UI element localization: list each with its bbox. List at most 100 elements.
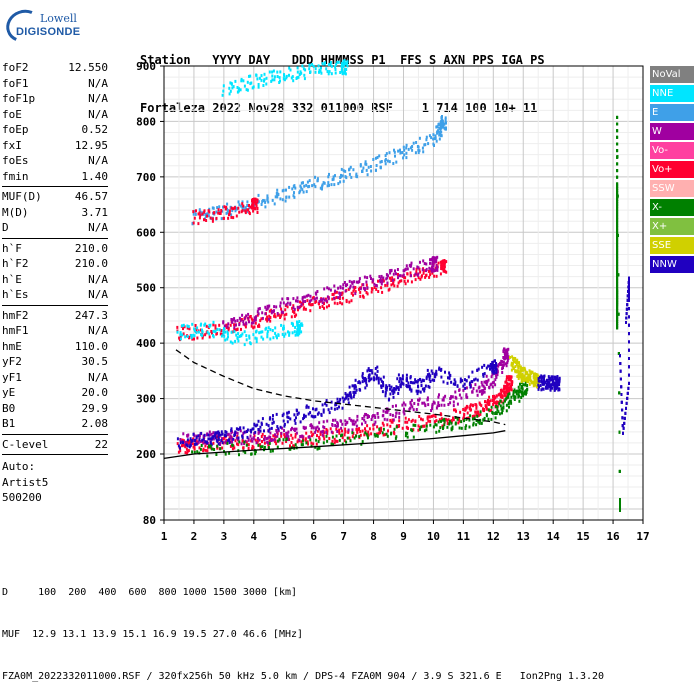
- data-point-x-trace: [477, 420, 480, 424]
- data-point-x-trace: [473, 416, 476, 420]
- data-point-second-hop: [317, 301, 320, 305]
- data-point-second-hop-w: [319, 298, 322, 302]
- data-point-o-trace-w: [336, 424, 339, 428]
- data-point-o-trace-nnw: [283, 424, 286, 428]
- data-point-o-trace-w: [225, 441, 228, 445]
- data-point-second-hop-w: [346, 283, 349, 287]
- data-point-vertical-16b: [623, 416, 626, 420]
- data-point-third-hop-r: [235, 214, 238, 218]
- data-point-o-trace-low: [187, 441, 190, 445]
- data-point-o-trace-nnw: [422, 379, 425, 383]
- data-point-o-trace-low: [434, 415, 437, 419]
- data-point-second-hop-w: [348, 286, 351, 290]
- param-key: M(D): [2, 205, 29, 219]
- data-point-third-hop-r: [217, 211, 220, 215]
- data-point-cusp-yellow: [512, 358, 515, 361]
- data-point-x-trace: [309, 438, 312, 442]
- data-point-o-trace-w: [500, 359, 503, 363]
- data-point-cusp-tail: [558, 376, 561, 380]
- data-point-third-hop-r: [209, 216, 212, 220]
- data-point-x-trace: [520, 386, 523, 389]
- data-point-o-trace-low: [304, 437, 307, 441]
- data-point-o-trace-low: [242, 446, 245, 450]
- data-point-x-trace: [200, 444, 203, 447]
- data-point-third-hop: [443, 122, 446, 126]
- data-point-o-trace-nnw: [330, 400, 333, 404]
- data-point-cusp-tail: [542, 382, 545, 386]
- data-point-o-trace-low: [505, 379, 508, 383]
- data-point-vertical-16b: [628, 323, 630, 327]
- data-point-x-trace: [224, 452, 227, 456]
- data-point-o-trace-low: [467, 416, 470, 420]
- data-point-second-hop: [390, 283, 393, 287]
- data-point-o-trace-nnw: [336, 407, 339, 411]
- data-point-o-trace-low: [367, 430, 370, 434]
- data-point-x-trace: [510, 395, 513, 399]
- data-point-o-trace-nnw: [416, 390, 419, 394]
- data-point-third-hop-r: [223, 205, 226, 209]
- data-point-fourth-hop: [339, 71, 342, 74]
- data-point-second-hop-c: [280, 323, 283, 327]
- data-point-second-hop: [428, 269, 431, 273]
- data-point-x-trace: [442, 425, 445, 429]
- data-point-second-hop-c: [287, 330, 289, 334]
- data-point-second-hop: [283, 317, 286, 321]
- data-point-third-hop: [342, 169, 345, 173]
- data-point-o-trace-nnw: [494, 359, 496, 363]
- data-point-second-hop-w: [253, 316, 256, 320]
- data-point-vertical-16: [616, 215, 619, 219]
- data-point-o-trace-low: [231, 447, 234, 451]
- data-point-o-trace-w: [271, 438, 274, 442]
- data-point-vertical-16b: [619, 369, 622, 373]
- data-point-second-hop: [273, 313, 276, 316]
- data-point-fourth-hop: [344, 61, 347, 65]
- data-point-second-hop-c: [274, 331, 277, 335]
- data-point-o-trace-low: [452, 416, 454, 420]
- data-point-o-trace-w: [501, 363, 503, 367]
- data-point-vertical-16b: [621, 416, 624, 420]
- data-point-o-trace-nnw: [307, 405, 310, 409]
- data-point-x-trace: [243, 440, 246, 444]
- data-point-third-hop-r: [252, 206, 255, 210]
- data-point-x-trace: [487, 408, 490, 412]
- data-point-o-trace-low: [497, 393, 500, 397]
- data-point-third-hop: [332, 177, 335, 181]
- data-point-second-hop: [377, 290, 380, 293]
- data-point-o-trace-w: [480, 389, 483, 393]
- data-point-second-hop-w: [364, 287, 367, 291]
- data-point-x-trace: [507, 393, 510, 397]
- data-point-fourth-hop: [240, 77, 243, 81]
- x-tick-label: 3: [221, 530, 228, 543]
- data-point-o-trace-nnw: [335, 403, 338, 407]
- data-point-o-trace-w: [340, 426, 343, 430]
- data-point-vertical-16: [616, 240, 619, 244]
- data-point-o-trace-w: [316, 425, 319, 429]
- data-point-o-trace-w: [465, 386, 468, 390]
- data-point-vertical-16: [616, 200, 619, 204]
- data-point-second-hop-w: [334, 289, 337, 293]
- data-point-vertical-16: [616, 302, 619, 306]
- data-point-second-hop: [386, 283, 389, 287]
- data-point-o-trace-nnw: [495, 371, 498, 374]
- data-point-o-trace-nnw: [307, 412, 310, 416]
- data-point-second-hop-w: [395, 272, 397, 276]
- data-point-o-trace-w: [440, 403, 443, 407]
- data-point-o-trace-low: [477, 414, 480, 417]
- data-point-o-trace-low: [505, 375, 508, 379]
- data-point-third-hop: [236, 207, 239, 210]
- data-point-o-trace-low: [242, 439, 244, 443]
- data-point-second-hop-c: [294, 333, 297, 337]
- data-point-o-trace-nnw: [375, 376, 378, 380]
- data-point-o-trace-nnw: [388, 384, 391, 388]
- data-point-o-trace-w: [281, 426, 283, 430]
- data-point-o-trace-w: [437, 395, 440, 399]
- data-point-second-hop: [291, 309, 294, 313]
- data-point-x-trace: [373, 432, 376, 436]
- data-point-o-trace-low: [459, 410, 462, 414]
- data-point-second-hop-w: [245, 322, 248, 326]
- data-point-third-hop: [432, 137, 435, 141]
- data-point-o-trace-nnw: [179, 441, 182, 445]
- data-point-vertical-16: [616, 319, 619, 323]
- data-point-o-trace-w: [311, 424, 314, 428]
- data-point-o-trace-low: [253, 434, 256, 438]
